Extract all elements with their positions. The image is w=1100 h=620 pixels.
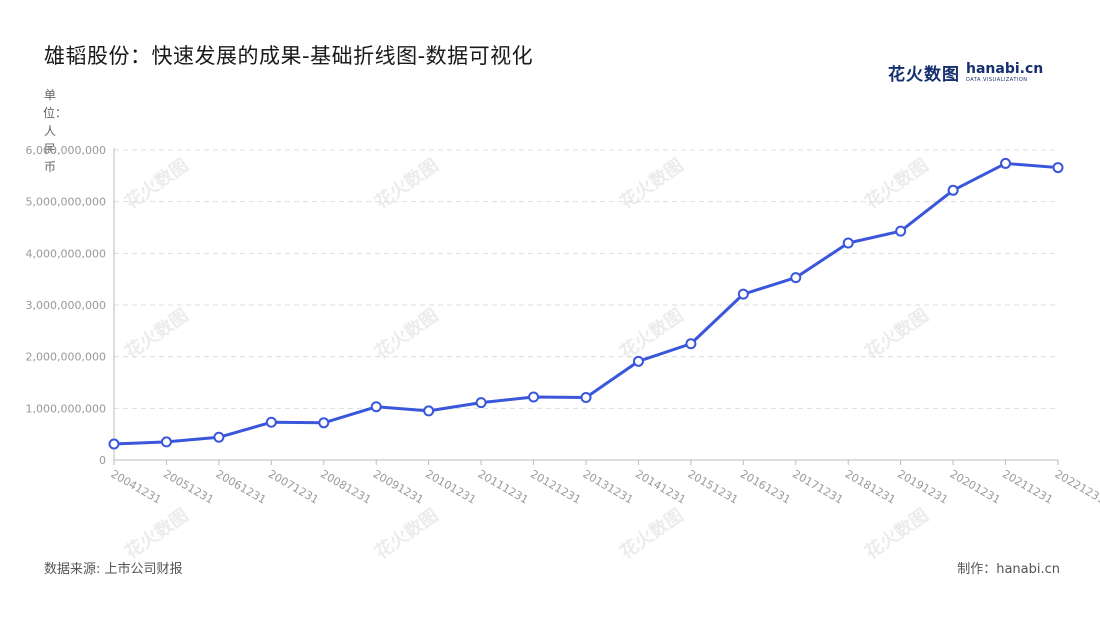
y-tick-label: 6,000,000,000 — [26, 144, 106, 157]
x-tick-label: 20061231 — [213, 467, 268, 506]
x-tick-label: 20131231 — [581, 467, 636, 506]
data-point — [580, 391, 592, 403]
data-point — [1000, 157, 1012, 169]
data-point — [108, 438, 120, 450]
y-tick-label: 5,000,000,000 — [26, 196, 106, 209]
y-tick-label: 1,000,000,000 — [26, 402, 106, 415]
data-point — [370, 401, 382, 413]
data-point — [1052, 162, 1064, 174]
x-tick-label: 20151231 — [685, 467, 740, 506]
x-tick-label: 20081231 — [318, 467, 373, 506]
data-point — [632, 355, 644, 367]
x-tick-label: 20181231 — [843, 467, 898, 506]
x-tick-label: 20121231 — [528, 467, 583, 506]
y-tick-label: 0 — [99, 454, 106, 467]
y-tick-label: 3,000,000,000 — [26, 299, 106, 312]
x-tick-label: 20201231 — [948, 467, 1003, 506]
x-tick-label: 20051231 — [161, 467, 216, 506]
x-tick-label: 20141231 — [633, 467, 688, 506]
chart-title: 雄韬股份：快速发展的成果-基础折线图-数据可视化 — [44, 44, 534, 68]
data-source-note: 数据来源: 上市公司财报 — [44, 562, 183, 577]
data-point — [842, 237, 854, 249]
data-point — [423, 405, 435, 417]
x-tick-label: 20071231 — [266, 467, 321, 506]
data-point — [265, 416, 277, 428]
brand-logo: 花火数图 hanabi.cn DATA VISUALIZATION — [888, 58, 1048, 86]
data-point — [947, 184, 959, 196]
x-tick-label: 20171231 — [790, 467, 845, 506]
x-tick-label: 20211231 — [1000, 467, 1055, 506]
data-point — [528, 391, 540, 403]
data-point — [318, 417, 330, 429]
x-tick-label: 20221231 — [1053, 467, 1100, 506]
data-point — [737, 288, 749, 300]
data-point — [160, 436, 172, 448]
x-tick-label: 20091231 — [371, 467, 426, 506]
logo-en-text: hanabi.cn — [966, 60, 1044, 77]
y-tick-label: 2,000,000,000 — [26, 351, 106, 364]
data-point — [790, 272, 802, 284]
x-tick-label: 20041231 — [109, 467, 164, 506]
logo-sub-text: DATA VISUALIZATION — [966, 76, 1028, 83]
x-tick-label: 20191231 — [895, 467, 950, 506]
data-point — [895, 225, 907, 237]
data-point — [213, 431, 225, 443]
y-tick-label: 4,000,000,000 — [26, 247, 106, 260]
x-tick-label: 20111231 — [476, 467, 531, 506]
data-point — [475, 397, 487, 409]
logo-cn-text: 花火数图 — [888, 64, 960, 85]
x-tick-label: 20161231 — [738, 467, 793, 506]
data-point — [685, 338, 697, 350]
logo-en-block: hanabi.cn DATA VISUALIZATION — [966, 62, 1043, 83]
x-tick-label: 20101231 — [423, 467, 478, 506]
credit-note: 制作：hanabi.cn — [957, 562, 1060, 577]
